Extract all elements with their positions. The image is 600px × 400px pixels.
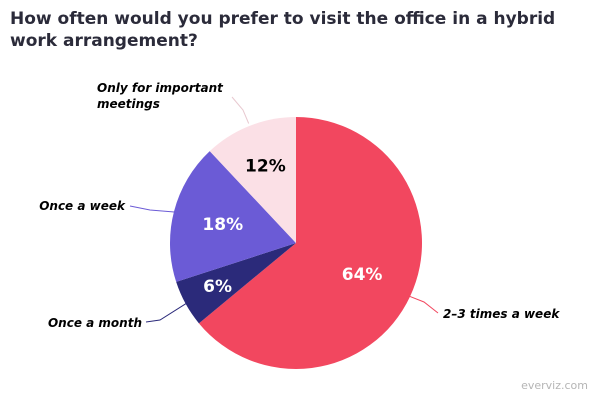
slice-category-label: Once a week [39, 199, 126, 213]
leader-line [231, 96, 250, 124]
pie-slices [170, 117, 422, 369]
pie-slice [170, 151, 296, 282]
value-labels: 64% 6% 18% 12% [202, 157, 382, 297]
category-labels: 2–3 times a week Once a month Once a week O… [39, 81, 560, 330]
slice-category-label: Only for important meetings [97, 81, 224, 111]
slice-value-label: 18% [202, 215, 243, 235]
leader-lines [129, 96, 439, 323]
chart-title: How often would you prefer to visit the … [10, 9, 556, 51]
slice-category-label: Once a month [48, 316, 142, 330]
pie-slice [209, 117, 296, 243]
slice-value-label: 6% [203, 277, 232, 297]
pie-slice [176, 243, 296, 324]
watermark: everviz.com [521, 379, 588, 392]
pie-slice [198, 117, 422, 369]
leader-line [145, 302, 188, 323]
slice-value-label: 64% [342, 265, 383, 285]
slice-value-label: 12% [245, 157, 286, 177]
leader-line [129, 205, 176, 213]
leader-line [408, 295, 439, 314]
slice-category-label: 2–3 times a week [443, 307, 560, 321]
